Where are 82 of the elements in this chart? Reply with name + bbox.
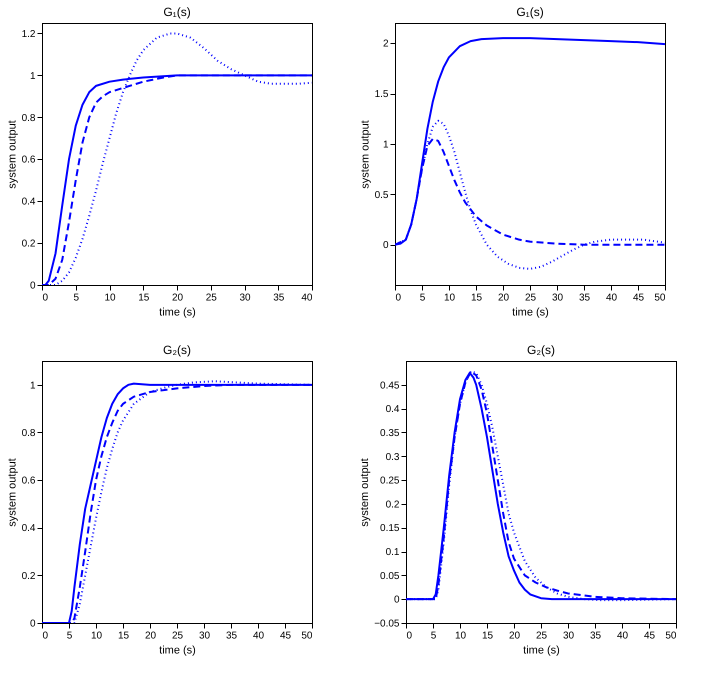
y-tick-label: 2 — [382, 38, 389, 50]
x-tick-label: 0 — [406, 630, 412, 642]
x-tick-label: 30 — [239, 292, 251, 304]
x-tick-label: 20 — [172, 292, 184, 304]
x-tick-label: 45 — [632, 292, 644, 304]
y-tick-label: 0 — [382, 240, 389, 252]
y-axis-title: system output — [360, 120, 372, 189]
y-tick-label: 1 — [30, 70, 36, 82]
y-tick-label: 0.2 — [22, 238, 36, 250]
x-tick-label: 10 — [104, 292, 116, 304]
y-axis-title: system output — [6, 458, 19, 527]
x-tick-label: 10 — [454, 630, 466, 642]
y-tick-label: 0.45 — [380, 380, 400, 392]
x-tick-label: 35 — [273, 292, 285, 304]
x-tick-label: 30 — [552, 292, 564, 304]
y-tick-label: −0.05 — [374, 618, 400, 630]
x-tick-label: 5 — [420, 292, 426, 304]
x-tick-label: 0 — [42, 630, 48, 642]
y-tick-label: 0.6 — [22, 154, 36, 166]
x-tick-label: 40 — [616, 630, 628, 642]
y-tick-label: 1.2 — [22, 28, 36, 40]
y-tick-label: 0.05 — [380, 570, 400, 582]
y-tick-label: 0.15 — [380, 523, 400, 534]
x-tick-label: 10 — [444, 292, 456, 304]
y-tick-label: 0.8 — [22, 428, 36, 439]
x-tick-label: 35 — [578, 292, 590, 304]
y-tick-label: 0 — [30, 280, 36, 292]
x-tick-label: 30 — [562, 630, 574, 642]
y-tick-label: 0.6 — [22, 476, 36, 487]
x-tick-label: 25 — [524, 292, 536, 304]
y-tick-label: 1 — [382, 139, 389, 150]
x-tick-label: 25 — [536, 630, 548, 642]
y-tick-label: 0.25 — [380, 476, 400, 487]
y-tick-label: 0.2 — [386, 499, 400, 510]
x-tick-label: 50 — [665, 630, 677, 642]
x-tick-label: 25 — [206, 292, 218, 304]
y-tick-label: 0.2 — [22, 570, 36, 582]
x-tick-label: 30 — [198, 630, 210, 642]
x-axis-title: time (s) — [512, 306, 549, 318]
chart-title: G₂(s) — [163, 343, 191, 357]
x-tick-label: 50 — [301, 630, 313, 642]
x-tick-label: 15 — [118, 630, 130, 642]
x-tick-label: 10 — [90, 630, 102, 642]
y-tick-label: 0 — [30, 618, 36, 630]
y-tick-label: 1 — [30, 380, 36, 392]
x-axis-title: time (s) — [159, 306, 196, 318]
x-tick-label: 20 — [508, 630, 520, 642]
chart-title: G₂(s) — [527, 343, 555, 357]
x-tick-label: 15 — [482, 630, 494, 642]
x-tick-label: 15 — [138, 292, 150, 304]
x-tick-label: 25 — [172, 630, 184, 642]
x-tick-label: 20 — [144, 630, 156, 642]
x-tick-label: 5 — [73, 292, 80, 304]
x-tick-label: 15 — [470, 292, 482, 304]
y-tick-label: 0.1 — [386, 547, 400, 558]
y-tick-label: 1.5 — [374, 89, 389, 100]
y-tick-label: 0.35 — [380, 428, 400, 439]
chart-title: G₁(s) — [516, 5, 544, 19]
y-tick-label: 0.4 — [22, 523, 36, 534]
x-tick-label: 40 — [301, 292, 313, 304]
y-tick-label: 0.4 — [386, 404, 400, 416]
x-tick-label: 5 — [66, 630, 73, 642]
x-tick-label: 50 — [654, 292, 666, 304]
y-tick-label: 0.8 — [22, 112, 36, 124]
x-tick-label: 45 — [644, 630, 656, 642]
x-axis-title: time (s) — [159, 644, 196, 656]
y-tick-label: 0.4 — [22, 196, 36, 208]
x-tick-label: 0 — [42, 292, 48, 304]
y-tick-label: 0.3 — [386, 452, 400, 463]
x-axis-title: time (s) — [523, 644, 560, 656]
x-tick-label: 35 — [226, 630, 238, 642]
x-tick-label: 35 — [590, 630, 602, 642]
y-axis-title: system output — [359, 458, 372, 527]
x-tick-label: 5 — [430, 630, 437, 642]
y-tick-label: 0 — [394, 594, 400, 606]
y-axis-title: system output — [6, 120, 19, 189]
y-tick-label: 0.5 — [374, 190, 389, 201]
x-tick-label: 40 — [252, 630, 264, 642]
x-tick-label: 45 — [280, 630, 292, 642]
x-tick-label: 20 — [498, 292, 510, 304]
x-tick-label: 40 — [606, 292, 618, 304]
chart-title: G₁(s) — [163, 5, 191, 19]
